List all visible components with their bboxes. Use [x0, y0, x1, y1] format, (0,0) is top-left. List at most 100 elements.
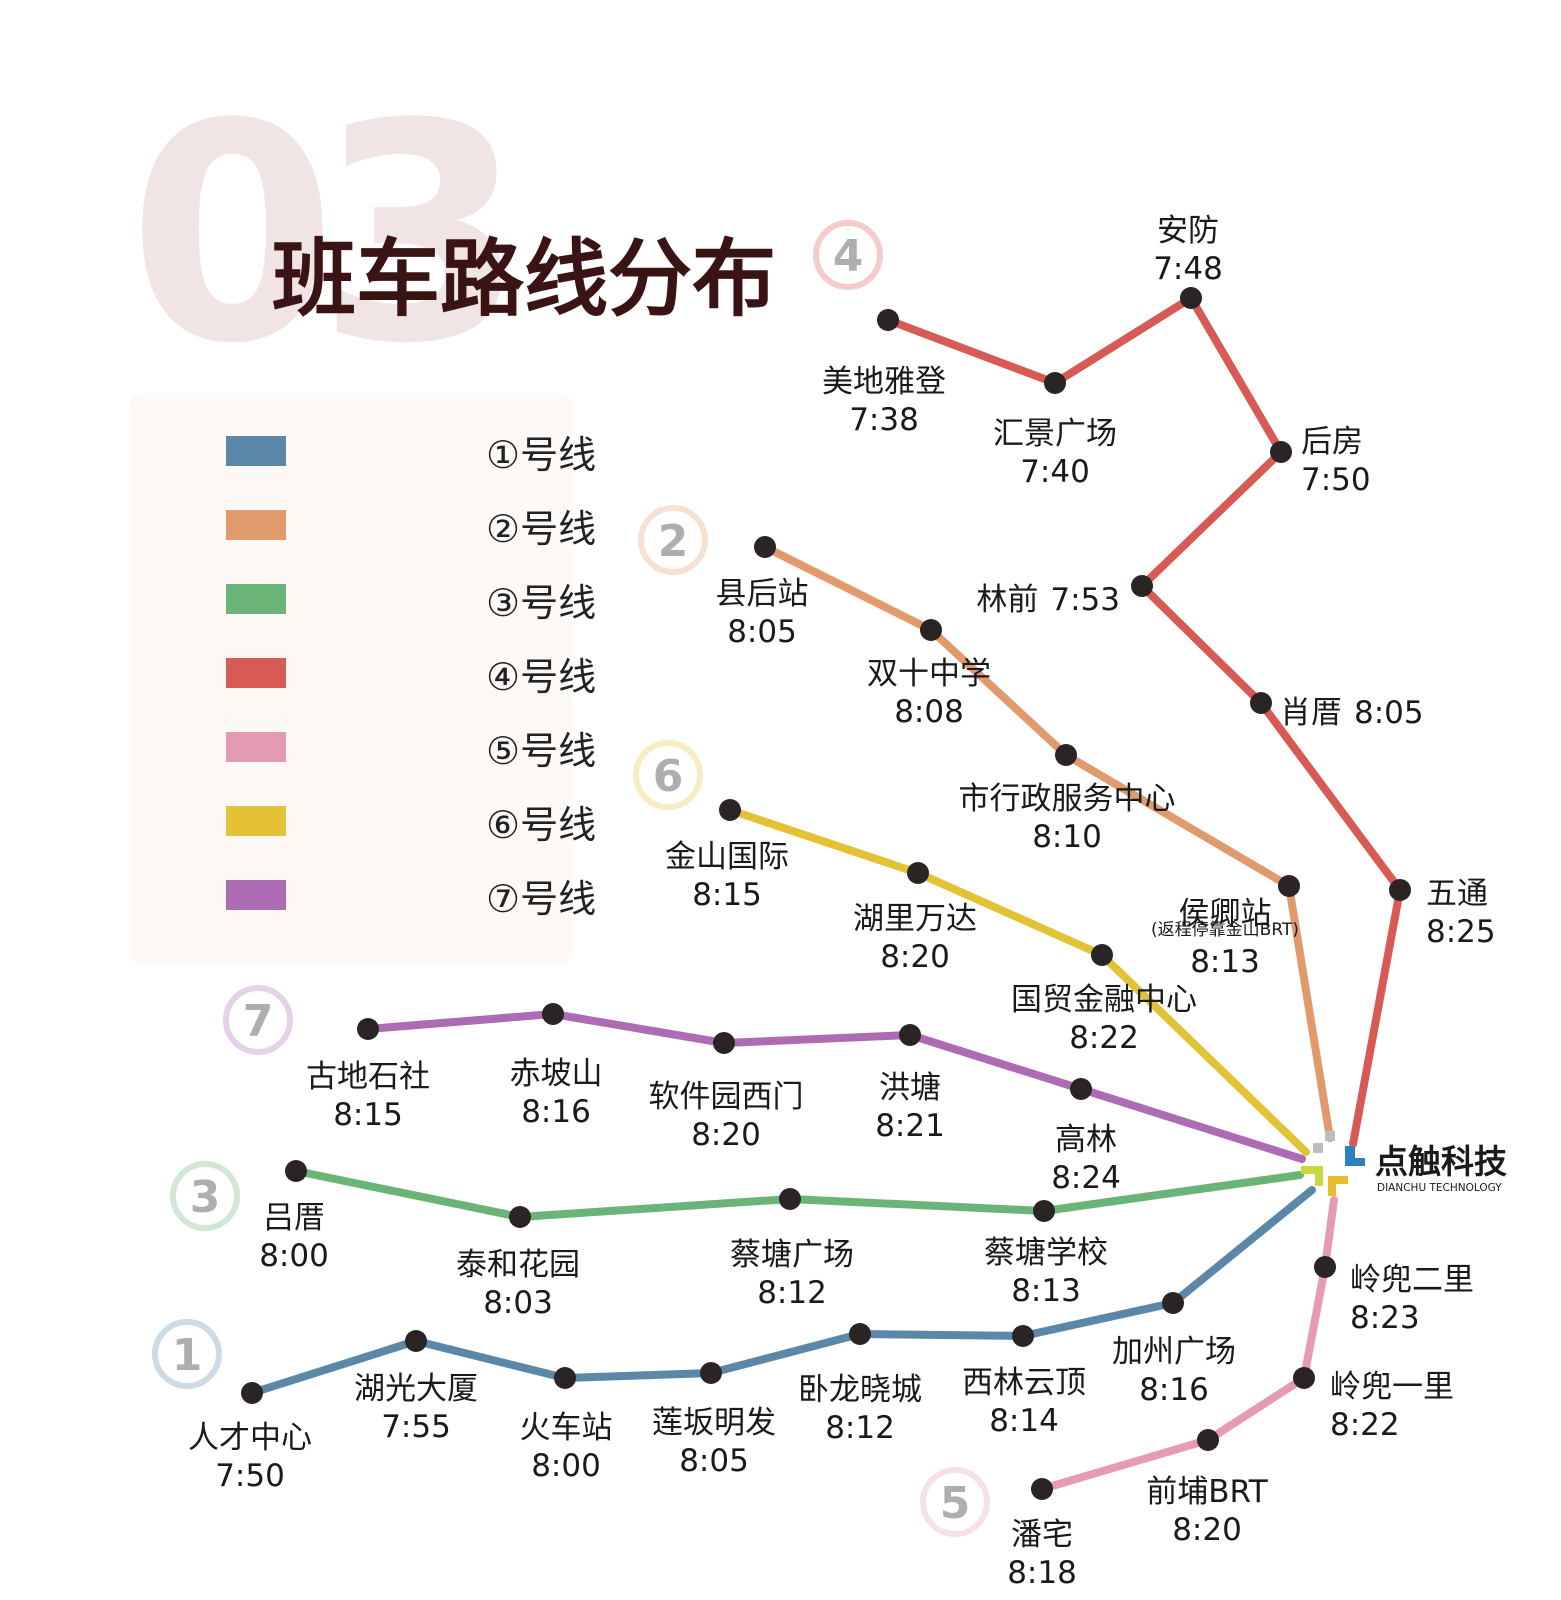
stop-dot	[1293, 1367, 1315, 1389]
stop-name: 美地雅登	[822, 364, 946, 400]
stop-note: (返程停靠金山BRT)	[1151, 920, 1299, 940]
legend-swatch	[226, 584, 286, 614]
stop-dot	[920, 619, 942, 641]
logo-square-gray	[1313, 1143, 1323, 1153]
logo-square-yellow	[1328, 1176, 1348, 1184]
stop-time: 8:05	[727, 614, 797, 650]
legend-label: ④号线	[486, 654, 597, 699]
stop-time: 8:16	[521, 1094, 591, 1130]
stop-dot	[700, 1362, 722, 1384]
hub-name-en: DIANCHU TECHNOLOGY	[1377, 1182, 1502, 1194]
stop-name: 洪塘	[879, 1070, 941, 1106]
legend-label: ⑤号线	[486, 728, 597, 773]
stop-dot	[899, 1024, 921, 1046]
stop-time: 8:22	[1330, 1407, 1400, 1443]
stop-dot	[405, 1330, 427, 1352]
legend-item-line-4: ④号线	[226, 653, 596, 699]
stop-dot	[1012, 1325, 1034, 1347]
stop-time: 8:21	[875, 1108, 945, 1144]
logo-square-blue	[1345, 1158, 1365, 1166]
stop-time: 7:38	[849, 402, 919, 438]
legend-item-line-6: ⑥号线	[226, 801, 596, 847]
logo-square-yellow	[1328, 1184, 1336, 1196]
stop-dot	[1070, 1078, 1092, 1100]
stop-time: 8:12	[757, 1275, 827, 1311]
stop-time: 8:20	[1172, 1512, 1242, 1548]
stop-time: 8:18	[1007, 1555, 1077, 1591]
stop-name: 潘宅	[1011, 1517, 1073, 1553]
stop-name: 人才中心	[188, 1420, 312, 1456]
legend-item-line-1: ①号线	[226, 431, 596, 477]
stop-name: 林前	[976, 582, 1038, 618]
stop-label: 肖厝 8:05	[1280, 695, 1424, 731]
route-badge-ring	[170, 1161, 240, 1231]
stop-name: 蔡塘广场	[730, 1237, 854, 1273]
stop-time: 8:00	[531, 1448, 601, 1484]
stop-dot	[719, 799, 741, 821]
stop-name: 前埔BRT	[1146, 1474, 1269, 1510]
stop-time: 7:55	[381, 1409, 451, 1445]
stop-name: 后房	[1301, 424, 1363, 460]
page-title: 班车路线分布	[272, 230, 777, 328]
stop-dot	[1091, 944, 1113, 966]
stop-name: 安防	[1157, 213, 1219, 249]
legend-swatch	[226, 510, 286, 540]
route-badge-number: 6	[653, 751, 684, 802]
legend-swatch	[226, 806, 286, 836]
stop-label: 林前 7:53	[976, 582, 1120, 618]
route-badge-ring	[813, 220, 883, 290]
stop-time: 8:12	[825, 1410, 895, 1446]
stop-name: 五通	[1426, 876, 1488, 912]
route-line-4	[884, 294, 1404, 1148]
legend-swatch	[226, 732, 286, 762]
stop-dot	[713, 1032, 735, 1054]
stop-dot	[1033, 1200, 1055, 1222]
stop-time: 8:16	[1139, 1372, 1209, 1408]
hub-name: 点触科技	[1375, 1142, 1507, 1181]
stop-name: 湖里万达	[853, 901, 977, 937]
legend-swatch	[226, 880, 286, 910]
stop-dot	[754, 536, 776, 558]
stop-time: 7:40	[1020, 454, 1090, 490]
stop-dot	[877, 309, 899, 331]
legend-label: ②号线	[486, 506, 597, 551]
route-line-1	[248, 1186, 1316, 1397]
stop-name: 加州广场	[1112, 1334, 1236, 1370]
section-number: 03	[128, 60, 526, 409]
stop-name: 肖厝	[1280, 695, 1342, 731]
stop-name: 蔡塘学校	[984, 1235, 1108, 1271]
stop-dot	[285, 1160, 307, 1182]
route-badge-number: 5	[940, 1478, 971, 1529]
stop-name: 侯卿站	[1179, 896, 1272, 932]
stop-dot	[1044, 372, 1066, 394]
stop-dot	[1131, 575, 1153, 597]
stop-time: 8:20	[880, 939, 950, 975]
route-badge-ring	[920, 1467, 990, 1537]
logo-square-green	[1301, 1166, 1323, 1174]
legend-swatch	[226, 436, 286, 466]
stop-time: 7:50	[215, 1458, 285, 1494]
stop-time: 8:22	[1069, 1020, 1139, 1056]
stop-time: 8:23	[1350, 1300, 1420, 1336]
stop-time: 8:13	[1011, 1273, 1081, 1309]
stop-name: 火车站	[520, 1410, 613, 1446]
route-line-7	[364, 1010, 1306, 1163]
stop-name: 泰和花园	[456, 1247, 580, 1283]
stop-time: 8:15	[692, 877, 762, 913]
legend-label: ⑦号线	[486, 876, 597, 921]
stop-time: 8:03	[483, 1285, 553, 1321]
stop-name: 金山国际	[665, 839, 789, 875]
stop-time: 8:08	[894, 694, 964, 730]
stop-time: 7:50	[1301, 462, 1371, 498]
stop-name: 卧龙晓城	[798, 1372, 922, 1408]
legend-item-line-2: ②号线	[226, 505, 596, 551]
stop-name: 双十中学	[867, 656, 991, 692]
route-badge-ring	[152, 1319, 222, 1389]
stop-name: 古地石社	[306, 1059, 430, 1095]
stop-dot	[907, 862, 929, 884]
stop-name: 县后站	[716, 576, 809, 612]
stop-time: 8:05	[679, 1443, 749, 1479]
stop-time: 8:10	[1032, 819, 1102, 855]
stop-dot	[1055, 744, 1077, 766]
stop-time: 8:14	[989, 1403, 1059, 1439]
